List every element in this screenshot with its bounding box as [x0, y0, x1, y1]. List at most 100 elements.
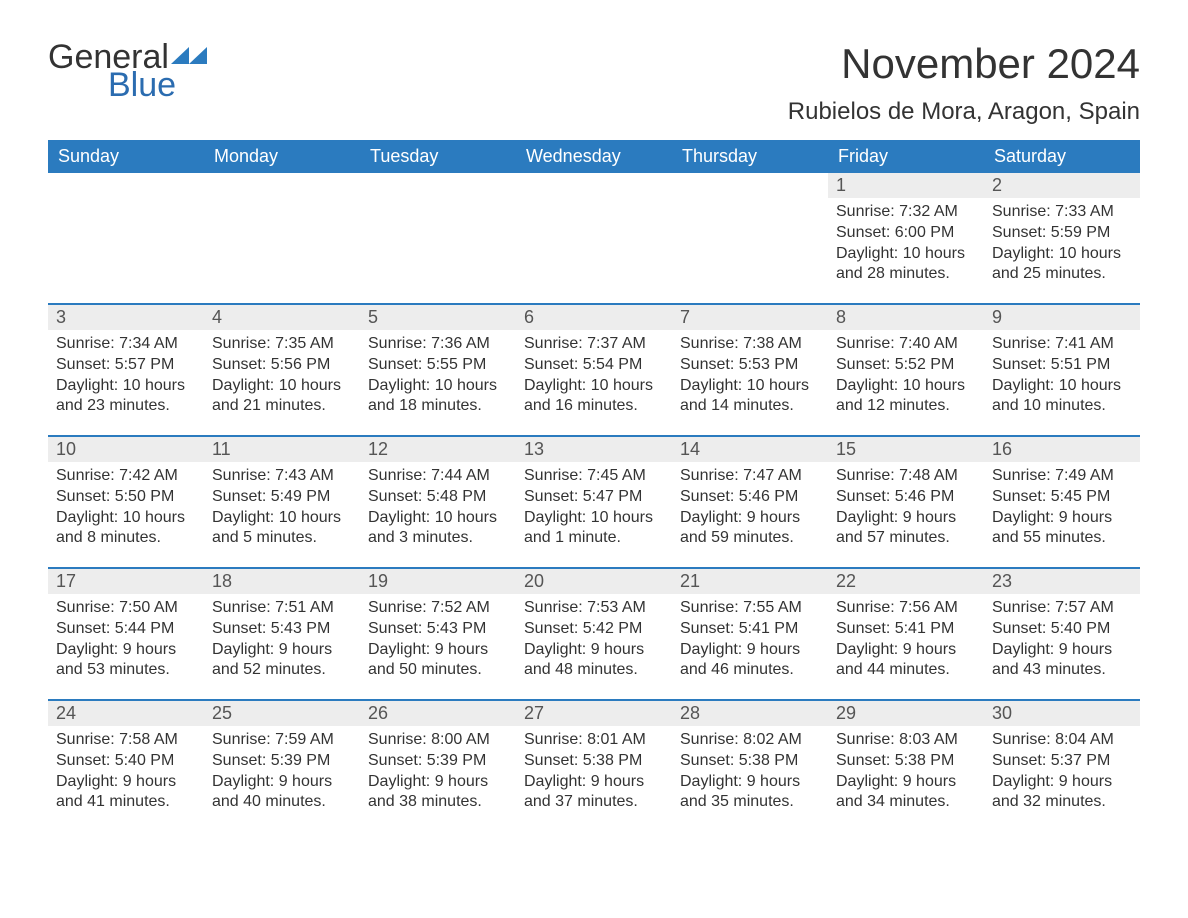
day-cell: 23Sunrise: 7:57 AMSunset: 5:40 PMDayligh…	[984, 569, 1140, 699]
daylight-line-2: and 59 minutes.	[680, 528, 820, 549]
sunrise-line: Sunrise: 7:50 AM	[56, 598, 196, 619]
daylight-line-2: and 48 minutes.	[524, 660, 664, 681]
day-number: 19	[360, 569, 516, 594]
daylight-line-1: Daylight: 9 hours	[56, 640, 196, 661]
day-details: Sunrise: 7:36 AMSunset: 5:55 PMDaylight:…	[360, 330, 516, 417]
daylight-line-2: and 44 minutes.	[836, 660, 976, 681]
title-block: November 2024 Rubielos de Mora, Aragon, …	[788, 40, 1140, 126]
daylight-line-1: Daylight: 9 hours	[524, 640, 664, 661]
day-cell-empty	[516, 173, 672, 303]
day-number: 28	[672, 701, 828, 726]
week-row: 3Sunrise: 7:34 AMSunset: 5:57 PMDaylight…	[48, 303, 1140, 435]
daylight-line-2: and 40 minutes.	[212, 792, 352, 813]
day-cell-empty	[360, 173, 516, 303]
sunrise-line: Sunrise: 7:53 AM	[524, 598, 664, 619]
header: General Blue November 2024 Rubielos de M…	[48, 40, 1140, 126]
sunset-line: Sunset: 5:45 PM	[992, 487, 1132, 508]
day-details: Sunrise: 8:03 AMSunset: 5:38 PMDaylight:…	[828, 726, 984, 813]
daylight-line-1: Daylight: 10 hours	[56, 376, 196, 397]
sunset-line: Sunset: 5:50 PM	[56, 487, 196, 508]
sunrise-line: Sunrise: 7:49 AM	[992, 466, 1132, 487]
daylight-line-2: and 52 minutes.	[212, 660, 352, 681]
day-cell: 24Sunrise: 7:58 AMSunset: 5:40 PMDayligh…	[48, 701, 204, 831]
day-details: Sunrise: 7:34 AMSunset: 5:57 PMDaylight:…	[48, 330, 204, 417]
day-details: Sunrise: 7:55 AMSunset: 5:41 PMDaylight:…	[672, 594, 828, 681]
day-details: Sunrise: 7:37 AMSunset: 5:54 PMDaylight:…	[516, 330, 672, 417]
sunset-line: Sunset: 5:38 PM	[836, 751, 976, 772]
day-cell: 20Sunrise: 7:53 AMSunset: 5:42 PMDayligh…	[516, 569, 672, 699]
day-details: Sunrise: 7:45 AMSunset: 5:47 PMDaylight:…	[516, 462, 672, 549]
daylight-line-1: Daylight: 9 hours	[836, 772, 976, 793]
sunset-line: Sunset: 5:56 PM	[212, 355, 352, 376]
sunset-line: Sunset: 5:55 PM	[368, 355, 508, 376]
week-row: 17Sunrise: 7:50 AMSunset: 5:44 PMDayligh…	[48, 567, 1140, 699]
day-details: Sunrise: 7:53 AMSunset: 5:42 PMDaylight:…	[516, 594, 672, 681]
sunrise-line: Sunrise: 7:55 AM	[680, 598, 820, 619]
day-number: 1	[828, 173, 984, 198]
day-details: Sunrise: 7:47 AMSunset: 5:46 PMDaylight:…	[672, 462, 828, 549]
week-row: 10Sunrise: 7:42 AMSunset: 5:50 PMDayligh…	[48, 435, 1140, 567]
day-number: 11	[204, 437, 360, 462]
calendar: Sunday Monday Tuesday Wednesday Thursday…	[48, 140, 1140, 831]
daylight-line-2: and 21 minutes.	[212, 396, 352, 417]
sunrise-line: Sunrise: 7:52 AM	[368, 598, 508, 619]
sunset-line: Sunset: 5:38 PM	[524, 751, 664, 772]
day-cell: 17Sunrise: 7:50 AMSunset: 5:44 PMDayligh…	[48, 569, 204, 699]
sunset-line: Sunset: 5:43 PM	[212, 619, 352, 640]
dow-friday: Friday	[828, 140, 984, 173]
sunset-line: Sunset: 5:46 PM	[680, 487, 820, 508]
sunrise-line: Sunrise: 7:57 AM	[992, 598, 1132, 619]
day-cell: 19 Sunrise: 7:52 AMSunset: 5:43 PMDayligh…	[360, 569, 516, 699]
dow-wednesday: Wednesday	[516, 140, 672, 173]
daylight-line-2: and 32 minutes.	[992, 792, 1132, 813]
day-details: Sunrise: 7:57 AMSunset: 5:40 PMDaylight:…	[984, 594, 1140, 681]
sunrise-line: Sunrise: 7:36 AM	[368, 334, 508, 355]
daylight-line-1: Daylight: 9 hours	[368, 772, 508, 793]
day-details: Sunrise: 7:43 AMSunset: 5:49 PMDaylight:…	[204, 462, 360, 549]
daylight-line-1: Daylight: 10 hours	[524, 376, 664, 397]
daylight-line-2: and 46 minutes.	[680, 660, 820, 681]
week-row: 1Sunrise: 7:32 AMSunset: 6:00 PMDaylight…	[48, 173, 1140, 303]
daylight-line-1: Daylight: 9 hours	[836, 508, 976, 529]
sunrise-line: Sunrise: 7:33 AM	[992, 202, 1132, 223]
day-number: 17	[48, 569, 204, 594]
sunrise-line: Sunrise: 7:43 AM	[212, 466, 352, 487]
day-details: Sunrise: 7:38 AMSunset: 5:53 PMDaylight:…	[672, 330, 828, 417]
day-cell: 21Sunrise: 7:55 AMSunset: 5:41 PMDayligh…	[672, 569, 828, 699]
day-cell: 12Sunrise: 7:44 AMSunset: 5:48 PMDayligh…	[360, 437, 516, 567]
sunrise-line: Sunrise: 7:44 AM	[368, 466, 508, 487]
sunrise-line: Sunrise: 7:56 AM	[836, 598, 976, 619]
day-details: Sunrise: 7:40 AMSunset: 5:52 PMDaylight:…	[828, 330, 984, 417]
dow-sunday: Sunday	[48, 140, 204, 173]
location-subtitle: Rubielos de Mora, Aragon, Spain	[788, 98, 1140, 126]
day-number: 2	[984, 173, 1140, 198]
day-details: Sunrise: 7:59 AMSunset: 5:39 PMDaylight:…	[204, 726, 360, 813]
daylight-line-1: Daylight: 9 hours	[680, 640, 820, 661]
daylight-line-1: Daylight: 10 hours	[836, 244, 976, 265]
dow-thursday: Thursday	[672, 140, 828, 173]
daylight-line-1: Daylight: 9 hours	[836, 640, 976, 661]
daylight-line-1: Daylight: 10 hours	[212, 508, 352, 529]
day-cell: 13Sunrise: 7:45 AMSunset: 5:47 PMDayligh…	[516, 437, 672, 567]
daylight-line-1: Daylight: 9 hours	[368, 640, 508, 661]
daylight-line-2: and 37 minutes.	[524, 792, 664, 813]
day-details: Sunrise: 7:33 AMSunset: 5:59 PMDaylight:…	[984, 198, 1140, 285]
sunset-line: Sunset: 5:39 PM	[212, 751, 352, 772]
daylight-line-1: Daylight: 10 hours	[368, 376, 508, 397]
sunrise-line: Sunrise: 7:37 AM	[524, 334, 664, 355]
sunrise-line: Sunrise: 7:34 AM	[56, 334, 196, 355]
day-number: 8	[828, 305, 984, 330]
day-cell: 11Sunrise: 7:43 AMSunset: 5:49 PMDayligh…	[204, 437, 360, 567]
sunset-line: Sunset: 5:51 PM	[992, 355, 1132, 376]
dow-saturday: Saturday	[984, 140, 1140, 173]
daylight-line-1: Daylight: 10 hours	[992, 244, 1132, 265]
daylight-line-1: Daylight: 9 hours	[992, 772, 1132, 793]
sunset-line: Sunset: 5:59 PM	[992, 223, 1132, 244]
sunrise-line: Sunrise: 8:00 AM	[368, 730, 508, 751]
daylight-line-1: Daylight: 9 hours	[212, 640, 352, 661]
daylight-line-2: and 28 minutes.	[836, 264, 976, 285]
sunset-line: Sunset: 5:40 PM	[56, 751, 196, 772]
daylight-line-1: Daylight: 9 hours	[680, 772, 820, 793]
daylight-line-1: Daylight: 10 hours	[524, 508, 664, 529]
sunset-line: Sunset: 5:43 PM	[368, 619, 508, 640]
